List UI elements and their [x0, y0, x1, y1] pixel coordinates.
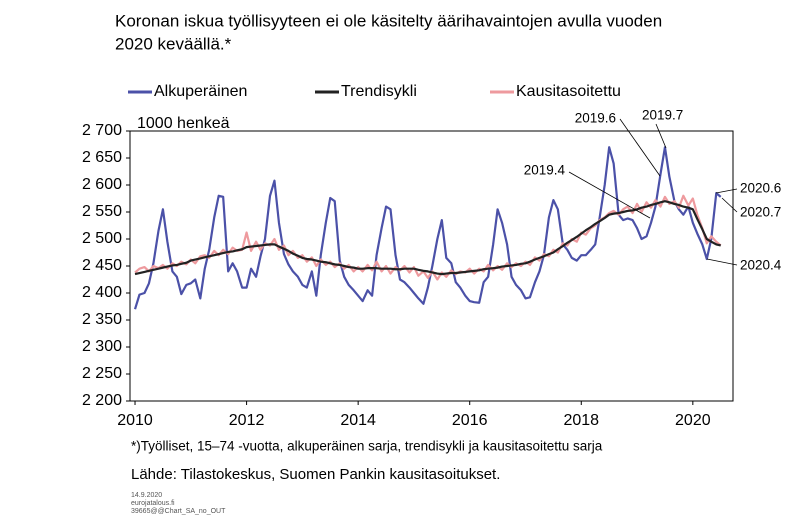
annotation: 2020.6 — [740, 181, 781, 196]
annotation-leader — [715, 188, 738, 194]
annotation: 2020.4 — [740, 258, 782, 273]
x-tick-label: 2020 — [675, 412, 711, 429]
annotation: 2019.7 — [642, 108, 683, 123]
annotation: 2019.6 — [575, 111, 616, 126]
x-tick-label: 2014 — [340, 412, 376, 429]
y-tick-label: 2 500 — [82, 230, 122, 247]
y-tick-label: 2 600 — [82, 176, 122, 193]
annotation-leader — [568, 171, 651, 219]
y-tick-label: 2 200 — [82, 392, 122, 409]
meta: eurojatalous.fi — [131, 500, 175, 507]
annotation-leader — [619, 118, 661, 177]
x-tick-label: 2016 — [452, 412, 488, 429]
y-tick-label: 2 400 — [82, 284, 122, 301]
y-tick-label: 2 550 — [82, 203, 122, 220]
y-tick-label: 2 300 — [82, 338, 122, 355]
legend-label: Kausitasoitettu — [516, 83, 621, 100]
x-tick-label: 2018 — [563, 412, 599, 429]
x-tick-label: 2010 — [117, 412, 153, 429]
annotation-leader — [706, 258, 738, 266]
y-tick-label: 2 450 — [82, 257, 122, 274]
meta: 14.9.2020 — [131, 492, 162, 499]
legend-label: Alkuperäinen — [154, 83, 247, 100]
chart-title: Koronan iskua työllisyyteen ei ole käsit… — [115, 11, 662, 30]
y-tick-label: 2 250 — [82, 365, 122, 382]
line-series — [133, 146, 722, 310]
footnote: *)Työlliset, 15–74 -vuotta, alkuperäinen… — [131, 439, 603, 454]
legend-label: Trendisykli — [341, 83, 417, 100]
annotation: 2020.7 — [740, 205, 781, 220]
y-tick-label: 2 700 — [82, 122, 122, 139]
annotation-leader — [655, 123, 667, 149]
line-series — [134, 200, 721, 276]
y-tick-label: 2 650 — [82, 149, 122, 166]
chart-title: 2020 keväällä.* — [115, 34, 232, 53]
source: Lähde: Tilastokeskus, Suomen Pankin kaus… — [131, 466, 500, 483]
meta: 39665@@Chart_SA_no_OUT — [131, 508, 226, 515]
line-series — [134, 194, 722, 281]
annotation: 2019.4 — [524, 163, 566, 178]
y-tick-label: 2 350 — [82, 311, 122, 328]
y-axis-label: 1000 henkeä — [137, 115, 230, 132]
annotation-leader — [721, 197, 738, 213]
x-tick-label: 2012 — [229, 412, 265, 429]
